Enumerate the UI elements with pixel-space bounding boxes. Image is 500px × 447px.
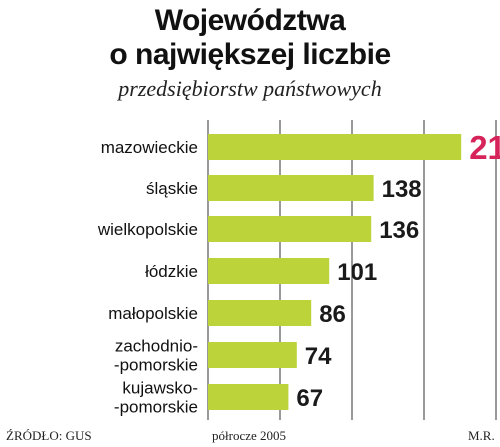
data-label: 67 [296, 385, 323, 412]
author-initials: M.R. [468, 428, 495, 443]
category-label: -pomorskie [114, 356, 198, 375]
category-label: wielkopolskie [97, 220, 198, 239]
bar [208, 384, 289, 410]
data-label: 101 [337, 259, 377, 286]
category-label: -pomorskie [114, 398, 198, 417]
bar [208, 175, 374, 201]
data-label: 74 [305, 343, 332, 370]
chart-title-line-1: Województwa [154, 4, 346, 37]
category-label: łódzkie [145, 262, 198, 281]
bar [208, 134, 462, 160]
bar [208, 258, 330, 284]
bar [208, 342, 297, 368]
category-label: kujawsko- [122, 379, 198, 398]
period-note: półrocze 2005 [212, 428, 287, 443]
bar [208, 300, 312, 326]
category-label: zachodnio- [115, 337, 198, 356]
data-label: 211 [469, 129, 500, 166]
category-label: mazowieckie [101, 138, 198, 157]
chart-subtitle: przedsiębiorstw państwowych [118, 76, 382, 101]
data-label: 138 [382, 176, 422, 203]
chart-title-line-2: o największej liczbie [109, 38, 391, 71]
data-label: 136 [379, 217, 419, 244]
bar [208, 216, 372, 242]
data-label: 86 [319, 301, 346, 328]
category-label: małopolskie [108, 304, 198, 323]
source-note: ŹRÓDŁO: GUS [6, 428, 92, 443]
category-label: śląskie [146, 179, 198, 198]
